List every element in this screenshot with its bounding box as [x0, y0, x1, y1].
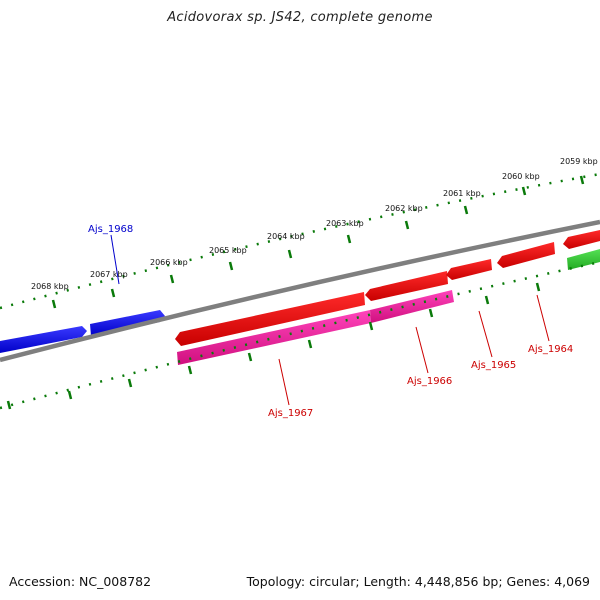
- gene-ajs-1963-arrow: [563, 230, 600, 249]
- gene-labels: Ajs_1968 Ajs_1967 Ajs_1966 Ajs_1965 Ajs_…: [88, 224, 573, 419]
- tick-labels: 2059 kbp 2060 kbp 2061 kbp 2062 kbp 2063…: [31, 157, 598, 291]
- gene-label-ajs-1965: Ajs_1965: [471, 360, 516, 371]
- accession-label: Accession: NC_008782: [9, 574, 152, 589]
- leader-line-ajs-1967: [278, 358, 290, 406]
- gene-ajs-1968-arrow: [90, 310, 165, 336]
- leader-line-ajs-1968: [110, 234, 120, 285]
- feature-green-bar: [567, 249, 600, 270]
- gene-ajs-1966-arrow: [365, 271, 448, 301]
- tick-label: 2060 kbp: [502, 172, 540, 181]
- reverse-strand-genes: [175, 230, 600, 346]
- feature-ajs-1967-bar: [177, 310, 371, 365]
- gene-label-ajs-1967: Ajs_1967: [268, 408, 313, 419]
- genome-summary-label: Topology: circular; Length: 4,448,856 bp…: [246, 574, 590, 589]
- gene-ajs-1969-arrow: [0, 326, 87, 353]
- upper-major-ticks: [51, 175, 585, 309]
- feature-track: [177, 249, 600, 365]
- gene-label-ajs-1964: Ajs_1964: [528, 344, 573, 355]
- tick-label: 2067 kbp: [90, 270, 128, 279]
- tick-label: 2068 kbp: [31, 282, 69, 291]
- lower-major-ticks: [6, 282, 541, 410]
- gene-ajs-1964-arrow: [497, 242, 555, 268]
- tick-label: 2064 kbp: [267, 232, 305, 241]
- tick-label: 2061 kbp: [443, 189, 481, 198]
- upper-tick-scale: [0, 172, 600, 310]
- tick-label: 2062 kbp: [385, 204, 423, 213]
- leader-line-ajs-1965: [478, 310, 493, 358]
- tick-label: 2066 kbp: [150, 258, 188, 267]
- gene-ajs-1967-arrow: [175, 292, 365, 346]
- tick-label: 2063 kbp: [326, 219, 364, 228]
- feature-ajs-1966-bar: [370, 290, 454, 323]
- leader-line-ajs-1966: [415, 326, 429, 374]
- tick-label: 2059 kbp: [560, 157, 598, 166]
- gene-ajs-1965-arrow: [446, 259, 492, 280]
- gene-label-ajs-1968: Ajs_1968: [88, 224, 133, 235]
- forward-strand-genes: [0, 310, 165, 353]
- gene-label-ajs-1966: Ajs_1966: [407, 376, 452, 387]
- genome-backbone: [0, 219, 600, 363]
- map-title: Acidovorax sp. JS42, complete genome: [167, 10, 433, 25]
- tick-label: 2065 kbp: [209, 246, 247, 255]
- leader-line-ajs-1964: [536, 294, 550, 342]
